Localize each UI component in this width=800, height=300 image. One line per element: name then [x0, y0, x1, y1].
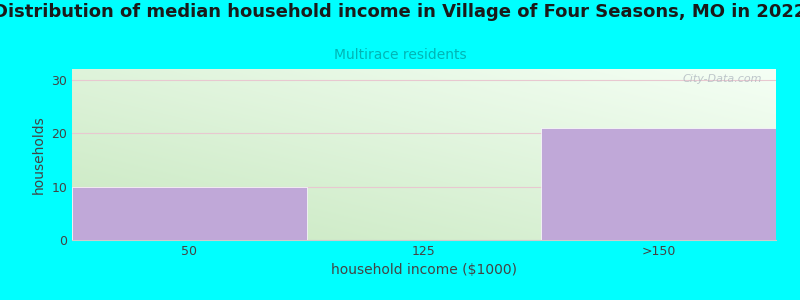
Text: Distribution of median household income in Village of Four Seasons, MO in 2022: Distribution of median household income … [0, 3, 800, 21]
Y-axis label: households: households [32, 115, 46, 194]
Text: Multirace residents: Multirace residents [334, 48, 466, 62]
X-axis label: household income ($1000): household income ($1000) [331, 263, 517, 278]
Bar [542, 128, 776, 240]
Bar [72, 187, 306, 240]
Text: City-Data.com: City-Data.com [682, 74, 762, 84]
